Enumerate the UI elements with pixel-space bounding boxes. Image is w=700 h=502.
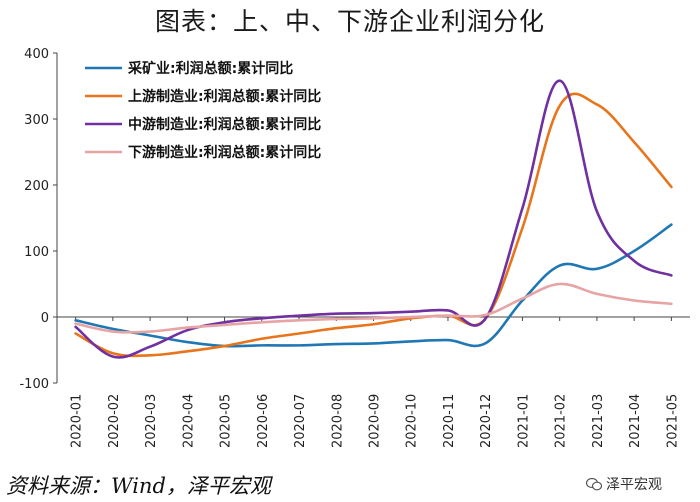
- legend-label: 下游制造业:利润总额:累计同比: [128, 144, 321, 161]
- wechat-icon: [586, 478, 602, 491]
- series-line-4: [74, 282, 673, 334]
- y-tick-label: -100: [19, 377, 49, 392]
- x-tick-label: 2020-05: [219, 394, 234, 448]
- series-line-1: [74, 223, 673, 348]
- x-tick-label: 2020-06: [256, 394, 271, 448]
- x-tick-label: 2020-04: [181, 394, 196, 448]
- chart-axes: -100 0 100 200 300 400 2020-01 2020-02 2020-03 20…: [19, 47, 690, 448]
- x-tick-label: 2020-08: [330, 394, 345, 448]
- source-note: 资料来源：Wind，泽平宏观: [6, 474, 271, 498]
- legend-label: 上游制造业:利润总额:累计同比: [128, 88, 321, 105]
- x-tick-label: 2020-12: [479, 394, 494, 448]
- series-line-2: [74, 92, 673, 358]
- x-tick-label: 2021-05: [665, 394, 680, 448]
- x-tick-label: 2021-02: [554, 394, 569, 448]
- x-tick-label: 2020-02: [107, 394, 122, 448]
- x-tick-label: 2021-03: [591, 394, 606, 448]
- x-tick-label: 2020-01: [70, 394, 85, 448]
- series-layer: [74, 79, 673, 359]
- y-tick-label: 0: [41, 311, 49, 326]
- legend-label: 采矿业:利润总额:累计同比: [127, 60, 293, 77]
- chart-legend: 采矿业:利润总额:累计同比上游制造业:利润总额:累计同比中游制造业:利润总额:累…: [85, 60, 321, 161]
- y-tick-label: 100: [24, 245, 49, 260]
- x-tick-label: 2021-04: [628, 394, 643, 448]
- y-tick-label: 300: [24, 113, 49, 128]
- y-tick-label: 400: [24, 47, 49, 62]
- watermark: 泽平宏观: [586, 474, 662, 494]
- x-tick-label: 2020-03: [144, 394, 159, 448]
- watermark-label: 泽平宏观: [606, 477, 662, 493]
- x-tick-label: 2020-09: [368, 394, 383, 448]
- legend-label: 中游制造业:利润总额:累计同比: [128, 116, 321, 133]
- x-tick-label: 2020-10: [405, 394, 420, 448]
- x-tick-label: 2020-07: [293, 394, 308, 448]
- x-tick-label: 2021-01: [516, 394, 531, 448]
- x-tick-label: 2020-11: [442, 394, 457, 448]
- chart-title: 图表：上、中、下游企业利润分化: [154, 7, 545, 36]
- series-line-3: [74, 79, 673, 359]
- y-tick-label: 200: [24, 179, 49, 194]
- line-chart: -100 0 100 200 300 400 2020-01 2020-02 2020-03 20…: [19, 47, 690, 448]
